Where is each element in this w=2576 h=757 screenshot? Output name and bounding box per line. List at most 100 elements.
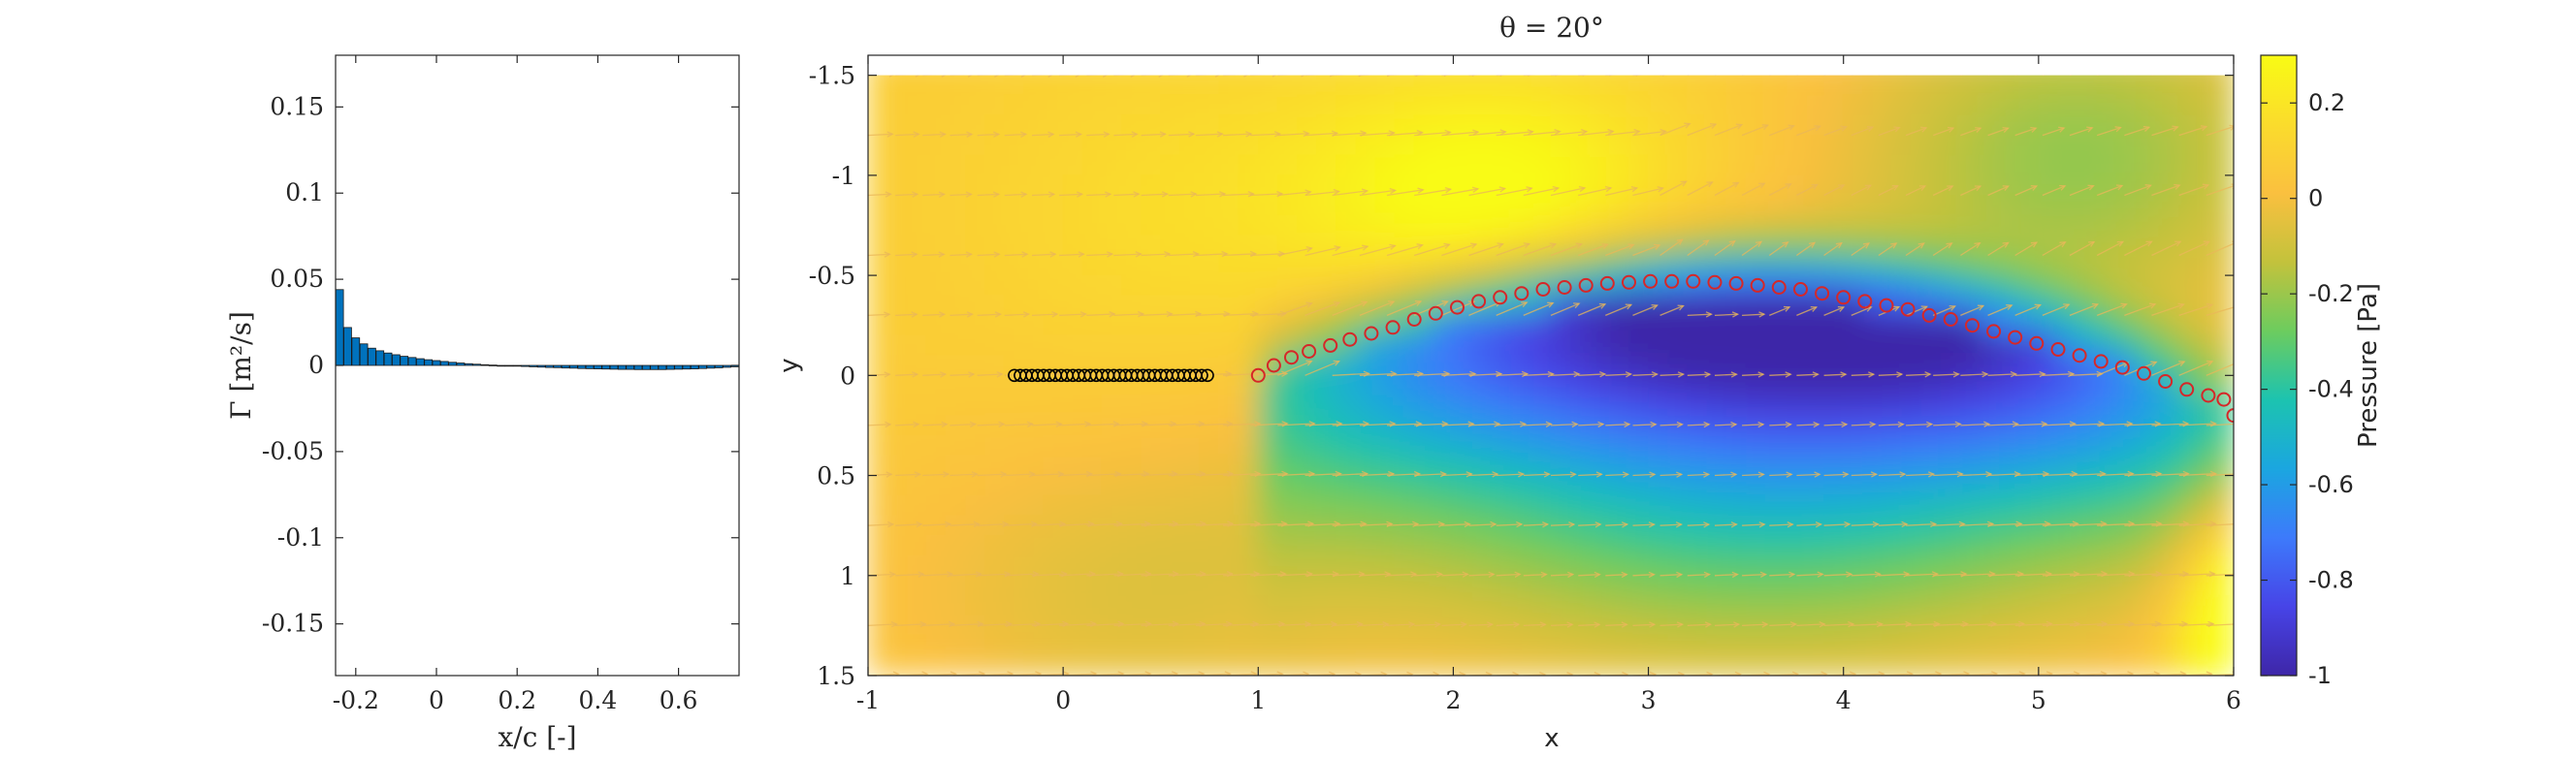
velocity-arrow [1468,243,1503,257]
velocity-arrow [1468,131,1506,137]
pressure-cell [1569,434,1591,457]
pressure-cell [1608,295,1629,316]
pressure-cell [1492,355,1513,376]
velocity-arrow-head [1991,671,1999,676]
velocity-arrow [1468,187,1505,197]
velocity-arrow [1796,241,1816,257]
velocity-arrow [895,573,924,577]
pressure-cell [1413,114,1434,136]
velocity-arrow-head [1523,242,1531,249]
pressure-cell [925,615,947,637]
velocity-arrow-head [1607,128,1615,136]
velocity-arrow [1113,573,1151,577]
velocity-arrow-head [1575,242,1584,249]
pressure-cell [2194,355,2215,376]
pressure-cell [1374,415,1396,436]
pressure-cell [1667,314,1689,336]
pressure-cell [1276,594,1298,616]
velocity-arrow [2178,184,2209,197]
velocity-arrow [1059,473,1092,477]
pressure-cell [2018,255,2040,276]
velocity-arrow-head [2178,361,2186,367]
pressure-cell [1823,355,1845,376]
velocity-arrow-head [1486,621,1495,628]
pressure-cell [1199,135,1220,156]
velocity-arrow [1113,522,1150,526]
velocity-arrow [895,523,922,526]
pressure-cell [1081,114,1103,136]
velocity-arrow [1168,372,1203,376]
velocity-arrow [1004,133,1026,137]
velocity-arrow [1332,522,1367,526]
velocity-arrow-head [2034,303,2043,310]
pressure-cell [1764,334,1786,357]
velocity-arrow [1250,312,1286,317]
velocity-arrow [1031,253,1056,257]
pressure-cell [1648,434,1669,457]
pressure-cell [1355,635,1376,656]
circulation-bar [706,364,716,369]
pressure-cell [1725,594,1747,616]
pressure-cell [1257,434,1278,457]
velocity-arrow-head [1047,131,1055,138]
velocity-arrow [1086,522,1122,526]
pressure-cell [1336,575,1357,596]
pressure-cell [1687,295,1708,316]
pressure-cell [1218,314,1240,336]
pressure-cell [2077,255,2098,276]
pressure-cell [1901,114,1922,136]
pressure-cell [1980,174,2001,196]
pressure-cell [1276,235,1298,256]
pressure-cell [1882,455,1903,476]
velocity-arrow [1359,372,1397,376]
velocity-arrow [868,313,890,317]
pressure-cell [1160,434,1181,457]
pressure-cell [1608,635,1629,656]
circulation-bar [392,354,401,366]
velocity-arrow-head [1305,301,1313,308]
velocity-arrow [1523,473,1550,477]
pressure-cell [1179,94,1201,116]
velocity-arrow [895,193,918,197]
pressure-cell [2018,635,2040,656]
pressure-cell [1355,594,1376,616]
velocity-arrow [2151,522,2189,526]
velocity-arrow [1441,423,1474,426]
pressure-cell [1823,434,1845,457]
pressure-cell [906,594,927,616]
circulation-bar [424,359,434,366]
pressure-cell [965,334,986,357]
pressure-cell [1276,494,1298,517]
pressure-cell [1511,355,1532,376]
pressure-cell [1569,94,1591,116]
velocity-arrow [1796,573,1823,577]
pressure-cell [2115,334,2137,357]
pressure-cell [1218,475,1240,496]
velocity-arrow [1168,622,1206,627]
velocity-arrow [1523,623,1546,627]
velocity-arrow-head [1758,182,1766,189]
pressure-cell [1297,635,1318,656]
pressure-cell [868,195,888,216]
velocity-arrow-head [1759,571,1768,578]
circulation-bar [497,364,505,367]
velocity-arrow [1687,373,1711,376]
velocity-arrow-head [1526,186,1533,193]
pressure-cell [1745,494,1766,517]
velocity-arrow [895,473,920,477]
pressure-cell [1589,635,1610,656]
pressure-cell [1433,475,1454,496]
pressure-cell [2174,535,2196,556]
pressure-cell [2115,374,2137,396]
velocity-arrow-head [1465,471,1473,478]
velocity-arrow-head [1869,421,1877,428]
velocity-arrow [1878,373,1902,376]
pressure-cell [1725,415,1747,436]
velocity-arrow [1987,473,2020,477]
pressure-cell [1394,494,1415,517]
pressure-cell [1823,394,1845,417]
pressure-cell [1004,594,1025,616]
pressure-cell [1492,94,1513,116]
pressure-cell [984,355,1006,376]
pressure-cell [1608,94,1629,116]
